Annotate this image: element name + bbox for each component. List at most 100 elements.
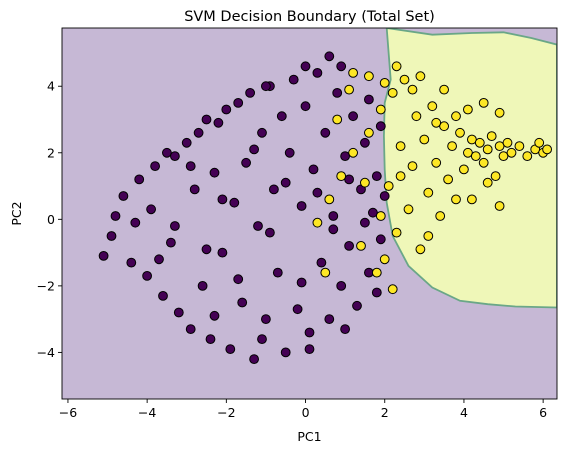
class0-point (158, 291, 168, 301)
class0-point (217, 247, 228, 258)
class0-point (170, 151, 180, 162)
class1-points (312, 61, 552, 295)
class1-point (542, 144, 552, 155)
class1-point (482, 144, 493, 155)
x-tick-label: 4 (460, 405, 468, 420)
class1-point (332, 114, 343, 125)
class0-point (375, 234, 386, 245)
class0-point (261, 314, 271, 325)
class0-point (209, 167, 220, 178)
class0-point (181, 137, 192, 148)
class0-point (300, 101, 311, 112)
class1-point (451, 194, 461, 205)
y-tick-label: 4 (47, 79, 55, 94)
class0-point (150, 161, 161, 172)
class1-point (415, 71, 426, 82)
class1-point (502, 137, 513, 148)
plot-frame (61, 27, 558, 400)
class0-point (304, 327, 315, 338)
class0-point (272, 267, 283, 278)
y-tick-label: −4 (37, 345, 55, 360)
class0-point (217, 194, 228, 205)
class1-point (486, 131, 497, 142)
class0-point (371, 287, 382, 298)
x-tick-label: 2 (381, 405, 389, 420)
x-axis-ticks: −6 −4 −2 0 2 4 6 (59, 399, 547, 420)
class0-point (261, 81, 271, 92)
class0-point (296, 201, 307, 211)
class1-point (443, 174, 454, 185)
class0-point (364, 94, 374, 105)
class1-point (482, 177, 493, 188)
class0-point (316, 257, 327, 268)
class1-point (431, 157, 442, 168)
class0-point (249, 144, 260, 155)
class1-point (494, 107, 505, 118)
class1-point (490, 171, 501, 182)
class0-point (324, 51, 335, 62)
class0-point (320, 127, 331, 138)
class1-point (336, 171, 347, 182)
class0-point (110, 211, 121, 221)
class1-point (506, 147, 517, 158)
class1-point (494, 201, 505, 211)
class0-point (284, 147, 295, 158)
class1-point (467, 194, 477, 205)
class1-point (463, 104, 473, 115)
class1-point (395, 141, 406, 152)
class0-point (201, 114, 212, 125)
x-axis-label: PC1 (297, 429, 321, 444)
class1-point (407, 161, 418, 172)
class1-point (403, 204, 414, 215)
class1-point (348, 147, 359, 158)
class1-point (423, 231, 434, 241)
class0-point (328, 224, 339, 235)
class0-point (229, 197, 240, 208)
x-tick-label: −4 (138, 405, 156, 420)
class0-point (213, 117, 224, 128)
class0-point (257, 334, 267, 345)
class0-point (269, 184, 279, 195)
class1-point (387, 88, 398, 98)
class1-point (427, 101, 438, 112)
class0-point (134, 174, 145, 185)
class0-point (296, 277, 307, 288)
class0-point (106, 231, 117, 241)
class0-point (221, 104, 232, 115)
plot-content (98, 28, 557, 365)
class1-point (383, 181, 394, 191)
class1-point (534, 137, 545, 148)
class0-point (197, 281, 208, 291)
class0-point (324, 314, 335, 325)
class1-point (451, 111, 461, 122)
class0-point (265, 227, 275, 238)
class0-point (193, 127, 204, 138)
class1-point (447, 141, 458, 152)
y-axis-label: PC2 (9, 201, 24, 225)
class0-point (241, 157, 252, 168)
class1-point (375, 104, 386, 115)
class1-point (439, 84, 450, 95)
class0-point (189, 184, 200, 195)
class0-point (142, 271, 153, 281)
class0-point (253, 221, 263, 231)
class1-point (470, 151, 481, 162)
class0-point (237, 297, 248, 308)
y-tick-label: 2 (47, 145, 55, 160)
class0-point (130, 217, 141, 228)
class1-point (431, 117, 442, 128)
class0-point (162, 147, 172, 158)
class1-point (455, 127, 465, 138)
x-tick-label: 6 (539, 405, 547, 420)
class0-point (292, 304, 303, 315)
class0-point (233, 274, 244, 285)
x-tick-label: −6 (59, 405, 77, 420)
class0-point (312, 187, 323, 198)
class1-point (360, 177, 370, 188)
class1-point (387, 284, 398, 295)
class0-point (118, 191, 129, 201)
class0-point (126, 257, 137, 268)
class1-point (391, 61, 402, 72)
class0-point (205, 334, 216, 345)
class0-points (98, 51, 390, 365)
